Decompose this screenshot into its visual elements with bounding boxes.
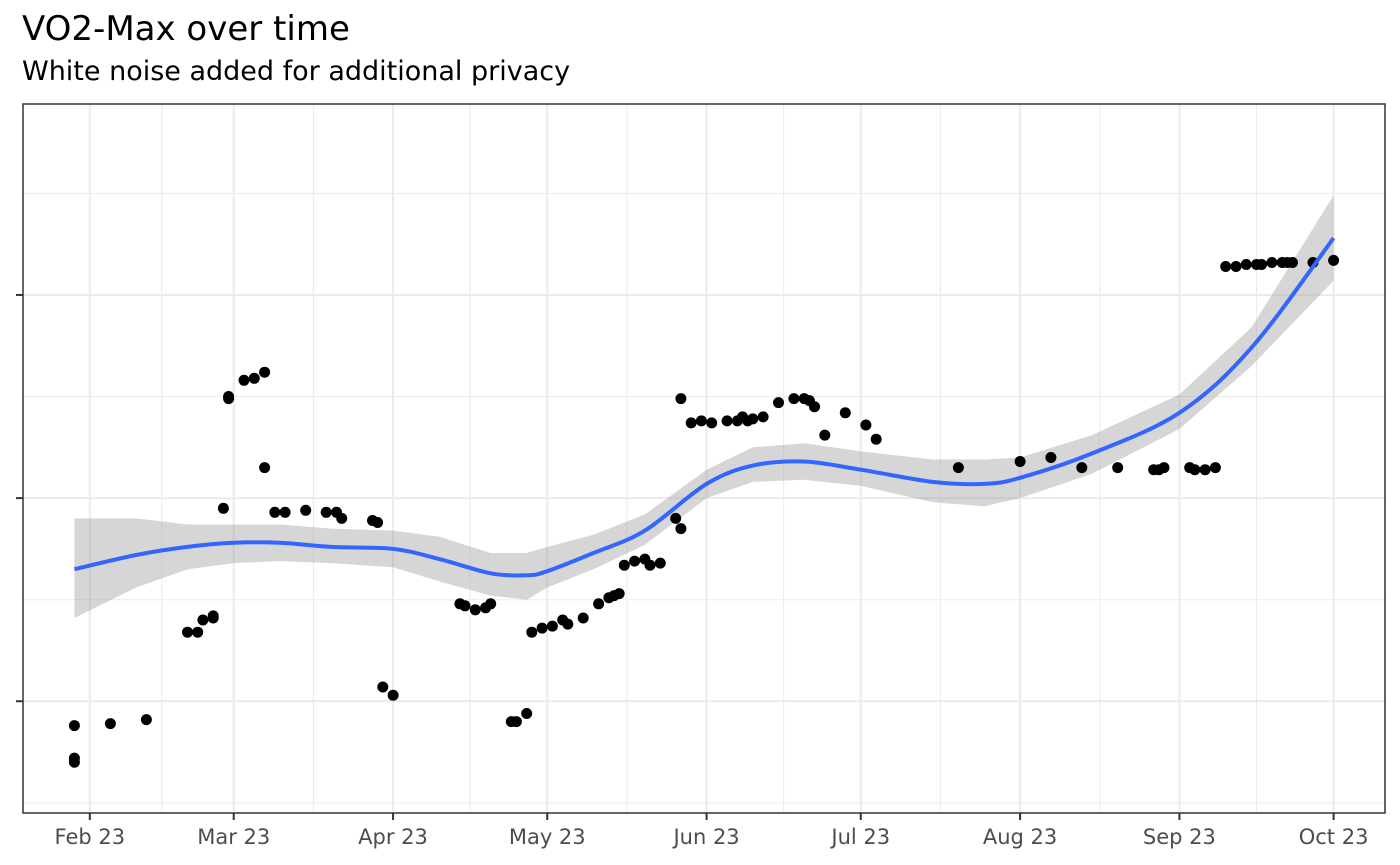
panel-border (22, 103, 1386, 814)
data-point (757, 411, 769, 423)
data-point (377, 681, 389, 693)
data-point (300, 504, 312, 516)
x-tick-label: Jun 23 (671, 825, 739, 849)
x-tick-label: Sep 23 (1143, 825, 1216, 849)
data-point (695, 415, 707, 427)
data-point (1189, 464, 1201, 476)
data-point (279, 506, 291, 518)
x-axis: Feb 23 Mar 23 Apr 23 May 23 Jun 23 Jul 23 Aug … (55, 813, 1369, 849)
data-point (562, 618, 574, 630)
chart-title: VO2-Max over time (22, 9, 350, 49)
x-tick-label: Mar 23 (197, 825, 270, 849)
data-point (536, 622, 548, 634)
data-point (839, 407, 851, 419)
data-point (1209, 462, 1221, 474)
data-point (1287, 257, 1298, 268)
minor-grid (23, 104, 1385, 813)
data-point (685, 417, 697, 429)
data-point (269, 506, 281, 518)
data-point (1220, 261, 1232, 272)
data-point (459, 600, 471, 612)
data-point (1112, 462, 1124, 474)
data-point (952, 462, 964, 474)
data-point (1158, 462, 1170, 474)
data-point (485, 598, 497, 610)
data-point (670, 512, 682, 524)
data-point (593, 598, 605, 610)
data-point (387, 689, 399, 701)
data-point (613, 588, 625, 600)
y-axis (16, 293, 23, 703)
data-point (140, 714, 152, 726)
data-point (773, 397, 784, 409)
data-point (372, 517, 384, 528)
data-point (238, 374, 250, 386)
data-point (618, 559, 630, 571)
chart-subtitle: White noise added for additional privacy (22, 56, 571, 87)
data-point (706, 417, 718, 429)
data-point (819, 429, 831, 441)
data-point (1199, 464, 1211, 476)
data-point (469, 604, 481, 616)
data-point (259, 366, 271, 378)
confidence-ribbon (74, 195, 1334, 618)
data-point (747, 413, 759, 425)
data-point (675, 393, 687, 405)
data-point (182, 626, 193, 638)
data-point (1230, 261, 1242, 272)
data-point (721, 415, 733, 427)
data-point (1076, 462, 1088, 474)
data-point (197, 614, 209, 626)
data-point (870, 433, 882, 445)
data-point (320, 506, 332, 518)
data-point (860, 419, 872, 431)
data-point (526, 626, 538, 638)
data-point (675, 523, 687, 535)
data-point (68, 752, 80, 764)
smooth-line (73, 236, 1336, 578)
major-grid (23, 104, 1385, 813)
data-point (546, 620, 558, 632)
data-point (1014, 456, 1026, 467)
data-point (1328, 254, 1340, 266)
data-point (207, 610, 219, 622)
data-point (259, 462, 271, 474)
data-point (217, 502, 229, 514)
data-point (1266, 257, 1278, 268)
data-point (521, 708, 533, 719)
x-tick-label: Apr 23 (358, 825, 428, 849)
data-point (788, 393, 800, 405)
x-tick-label: Aug 23 (983, 825, 1057, 849)
x-tick-label: Oct 23 (1299, 825, 1369, 849)
data-point (510, 716, 522, 728)
data-point (104, 718, 116, 730)
data-points (68, 254, 1340, 768)
data-point (223, 391, 235, 402)
data-point (577, 612, 589, 624)
data-point (248, 372, 260, 384)
x-tick-label: Feb 23 (55, 825, 126, 849)
data-point (644, 559, 656, 571)
data-point (1256, 259, 1268, 270)
data-point (629, 555, 641, 567)
data-point (1045, 452, 1057, 463)
data-point (1240, 259, 1252, 270)
data-point (336, 512, 348, 524)
data-point (68, 720, 80, 732)
data-point (192, 626, 204, 638)
data-point (809, 401, 820, 413)
data-point (654, 557, 666, 569)
x-tick-label: May 23 (509, 825, 586, 849)
x-tick-label: Jul 23 (829, 825, 890, 849)
